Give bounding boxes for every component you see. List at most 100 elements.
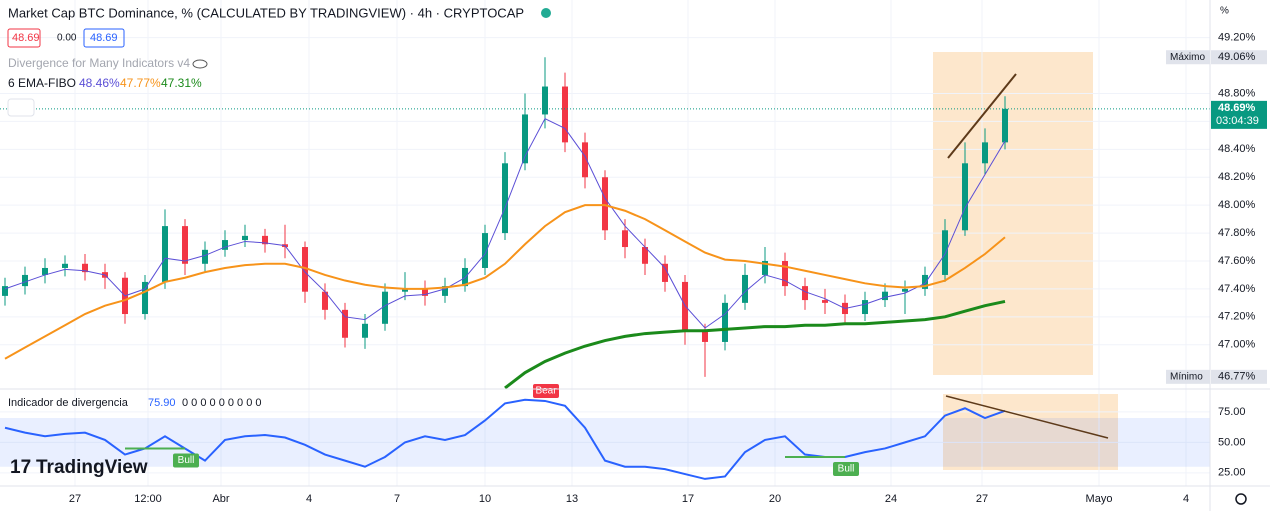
candle-body — [2, 286, 8, 296]
extreme-box — [1211, 369, 1267, 384]
y-tick-label: 25.00 — [1218, 467, 1246, 479]
x-tick-label: 4 — [1183, 493, 1189, 505]
overlay-title: 6 EMA-FIBO — [8, 76, 76, 90]
candle-body — [782, 260, 788, 287]
candle-body — [822, 300, 828, 303]
ema-value: 47.31% — [161, 76, 202, 90]
bid-box[interactable] — [7, 28, 41, 48]
x-tick-label: 24 — [885, 493, 897, 505]
y-tick-label: 47.20% — [1218, 311, 1256, 323]
candle-body — [702, 330, 708, 342]
trend-line — [945, 395, 1109, 439]
y-tick-label: 48.20% — [1218, 171, 1256, 183]
candle-body — [22, 274, 28, 287]
logo: TradingView — [36, 457, 148, 478]
moving-average — [4, 204, 1006, 360]
trend-line — [947, 73, 1017, 159]
signal-tag — [533, 383, 559, 398]
candle-body — [222, 240, 228, 250]
extreme-box — [1211, 50, 1267, 65]
x-tick-label: 4 — [306, 493, 312, 505]
candle-body — [142, 281, 148, 315]
candle-body — [882, 291, 888, 301]
candle-body — [322, 291, 328, 310]
candle-body — [482, 233, 488, 268]
extreme-label: 46.77% — [1218, 371, 1256, 383]
ask-box[interactable] — [83, 28, 125, 48]
candle-body — [922, 274, 928, 289]
chart-title: Market Cap BTC Dominance, % (CALCULATED … — [8, 5, 524, 20]
signal-tag — [833, 461, 859, 476]
candle-body — [1002, 108, 1008, 143]
candle-body — [162, 226, 168, 282]
candle-body — [342, 309, 348, 338]
signal-label: Bull — [838, 464, 855, 475]
extreme-text: Máximo — [1170, 52, 1205, 63]
y-tick-label: 48.00% — [1218, 199, 1256, 211]
signal-tag — [173, 453, 199, 468]
candle-body — [622, 230, 628, 248]
signal-label: Bear — [535, 386, 557, 397]
ask: 48.69 — [90, 32, 118, 44]
moving-average — [4, 117, 1006, 329]
candle-body — [62, 263, 68, 268]
highlight-box — [933, 52, 1093, 375]
candle-body — [802, 286, 808, 301]
settings-icon[interactable] — [1235, 493, 1247, 505]
candle-body — [522, 114, 528, 164]
y-tick-label: 75.00 — [1218, 406, 1246, 418]
y-tick-label: 47.00% — [1218, 339, 1256, 351]
candle-body — [742, 274, 748, 303]
x-tick-label: 12:00 — [134, 493, 162, 505]
hide-icon[interactable] — [192, 59, 208, 69]
moving-average — [504, 299, 1006, 390]
y-tick-label: 48.80% — [1218, 87, 1256, 99]
candle-body — [642, 247, 648, 264]
indicator-inputs: 0 0 0 0 0 0 0 0 0 — [182, 397, 262, 409]
highlight-box — [943, 394, 1118, 470]
x-tick-label: 7 — [394, 493, 400, 505]
candle-body — [542, 86, 548, 115]
ema-value: 47.77% — [120, 76, 161, 90]
indicator-title: Indicador de divergencia — [8, 397, 129, 409]
candle-body — [982, 142, 988, 164]
y-tick-label: 49.20% — [1218, 32, 1256, 44]
candle-body — [202, 249, 208, 264]
spread: 0.00 — [57, 33, 77, 44]
candle-body — [382, 291, 388, 324]
candle-body — [422, 288, 428, 296]
bid: 48.69 — [12, 32, 40, 44]
x-tick-label: 20 — [769, 493, 781, 505]
candle-body — [862, 300, 868, 315]
x-tick-label: 27 — [976, 493, 988, 505]
candle-body — [762, 260, 768, 275]
extreme-text: Mínimo — [1170, 371, 1203, 382]
status-dot — [541, 8, 551, 18]
last-price-box — [1211, 100, 1267, 129]
x-tick-label: Abr — [212, 493, 229, 505]
logo-mark: 17 — [10, 457, 31, 478]
candle-body — [902, 288, 908, 292]
candle-body — [82, 263, 88, 273]
x-tick-label: 10 — [479, 493, 491, 505]
y-tick-label: 47.60% — [1218, 255, 1256, 267]
collapse-button[interactable] — [7, 98, 35, 117]
candle-body — [262, 235, 268, 245]
countdown: 03:04:39 — [1216, 115, 1259, 127]
candle-body — [242, 235, 248, 241]
x-tick-label: 27 — [69, 493, 81, 505]
signal-label: Bull — [178, 455, 195, 466]
candle-body — [662, 263, 668, 282]
extreme-label: 49.06% — [1218, 51, 1256, 63]
candle-body — [402, 288, 408, 292]
extreme-tag — [1166, 369, 1210, 384]
candle-body — [962, 163, 968, 231]
candle-body — [582, 142, 588, 178]
candle-body — [602, 177, 608, 231]
candle-body — [302, 247, 308, 292]
y-tick-label: 47.80% — [1218, 227, 1256, 239]
candle-body — [942, 230, 948, 275]
candle-body — [362, 323, 368, 338]
x-tick-label: Mayo — [1086, 493, 1113, 505]
